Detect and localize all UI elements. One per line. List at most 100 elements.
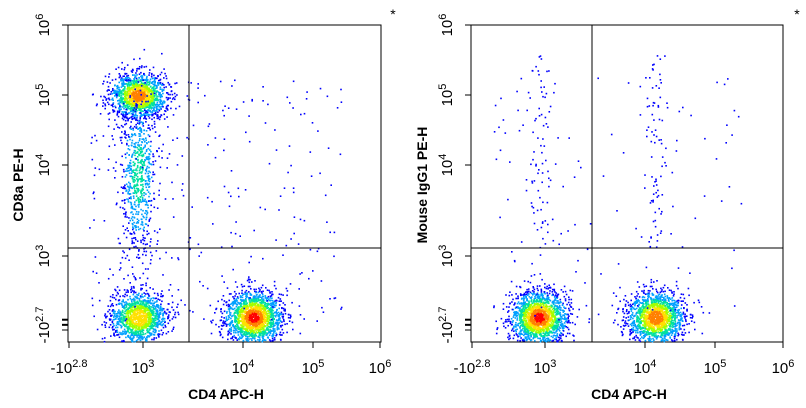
event-dot	[162, 92, 164, 95]
event-dot	[220, 328, 223, 330]
event-dot	[250, 314, 253, 317]
event-dot	[148, 161, 150, 163]
event-dot	[143, 239, 146, 242]
event-dot	[269, 324, 272, 327]
event-dot	[146, 329, 148, 331]
event-dot	[127, 230, 129, 232]
event-dot	[235, 320, 238, 323]
event-dot	[133, 237, 135, 239]
event-dot	[263, 333, 266, 335]
event-dot	[133, 86, 136, 88]
event-dot	[143, 192, 145, 194]
event-dot	[246, 293, 249, 295]
event-dot	[279, 338, 282, 341]
event-dot	[146, 102, 149, 105]
event-dot	[233, 334, 235, 337]
event-dot	[128, 217, 130, 219]
event-dot	[130, 318, 132, 320]
event-dot	[266, 318, 268, 321]
event-dot	[229, 312, 232, 314]
event-dot	[177, 311, 179, 314]
event-dot	[122, 168, 125, 171]
event-dot	[126, 227, 128, 229]
event-dot	[120, 302, 122, 305]
event-dot	[154, 331, 157, 333]
event-dot	[141, 91, 143, 93]
event-dot	[138, 102, 140, 104]
event-dot	[142, 125, 145, 127]
event-dot	[263, 324, 265, 326]
event-dot	[147, 156, 149, 159]
event-dot	[153, 106, 156, 109]
event-dot	[234, 301, 237, 304]
event-dot	[121, 114, 124, 116]
event-dot	[158, 109, 161, 112]
event-dot	[112, 109, 114, 111]
event-dot	[133, 287, 135, 289]
event-dot	[281, 315, 284, 318]
event-dot	[146, 182, 148, 185]
event-dot	[176, 137, 179, 139]
event-dot	[137, 219, 140, 222]
event-dot	[258, 336, 261, 339]
event-dot	[140, 129, 143, 131]
event-dot	[133, 114, 136, 117]
event-dot	[238, 315, 240, 318]
event-dot	[111, 104, 113, 106]
event-dot	[124, 153, 127, 156]
event-dot	[119, 321, 122, 323]
event-dot	[146, 203, 148, 206]
event-dot	[130, 289, 132, 291]
event-dot	[246, 325, 249, 328]
event-dot	[130, 233, 133, 235]
event-dot	[154, 78, 156, 81]
event-dot	[253, 298, 255, 301]
event-dot	[128, 170, 130, 172]
event-dot	[263, 312, 265, 314]
event-dot	[246, 292, 248, 294]
event-dot	[125, 94, 127, 97]
event-dot	[149, 153, 151, 156]
event-dot	[241, 289, 243, 292]
event-dot	[147, 127, 149, 129]
event-dot	[120, 139, 122, 142]
event-dot	[239, 315, 242, 318]
event-dot	[148, 96, 150, 99]
event-dot	[137, 127, 140, 130]
event-dot	[154, 84, 156, 87]
event-dot	[184, 304, 186, 306]
event-dot	[128, 302, 131, 305]
event-dot	[143, 113, 146, 116]
event-dot	[167, 303, 170, 305]
event-dot	[147, 331, 150, 334]
event-dot	[133, 58, 135, 61]
event-dot	[140, 115, 143, 117]
event-dot	[222, 324, 225, 327]
event-dot	[134, 226, 137, 229]
event-dot	[255, 320, 258, 323]
event-dot	[127, 103, 129, 106]
event-dot	[139, 328, 141, 331]
event-dot	[122, 93, 124, 96]
event-dot	[150, 302, 152, 305]
event-dot	[147, 106, 149, 108]
event-dot	[139, 337, 141, 339]
event-dot	[145, 84, 148, 86]
event-dot	[134, 306, 136, 308]
event-dot	[144, 295, 146, 297]
event-dot	[255, 302, 258, 304]
event-dot	[121, 310, 124, 313]
event-dot	[156, 97, 158, 99]
event-dot	[134, 88, 136, 91]
event-dot	[147, 335, 149, 337]
event-dot	[121, 321, 124, 323]
event-dot	[130, 304, 133, 307]
event-dot	[138, 103, 141, 105]
event-dot	[291, 321, 294, 324]
event-dot	[253, 318, 256, 321]
event-dot	[159, 257, 161, 260]
event-dot	[140, 81, 143, 84]
event-dot	[134, 316, 137, 319]
event-dot	[127, 145, 130, 147]
event-dot	[264, 339, 267, 342]
